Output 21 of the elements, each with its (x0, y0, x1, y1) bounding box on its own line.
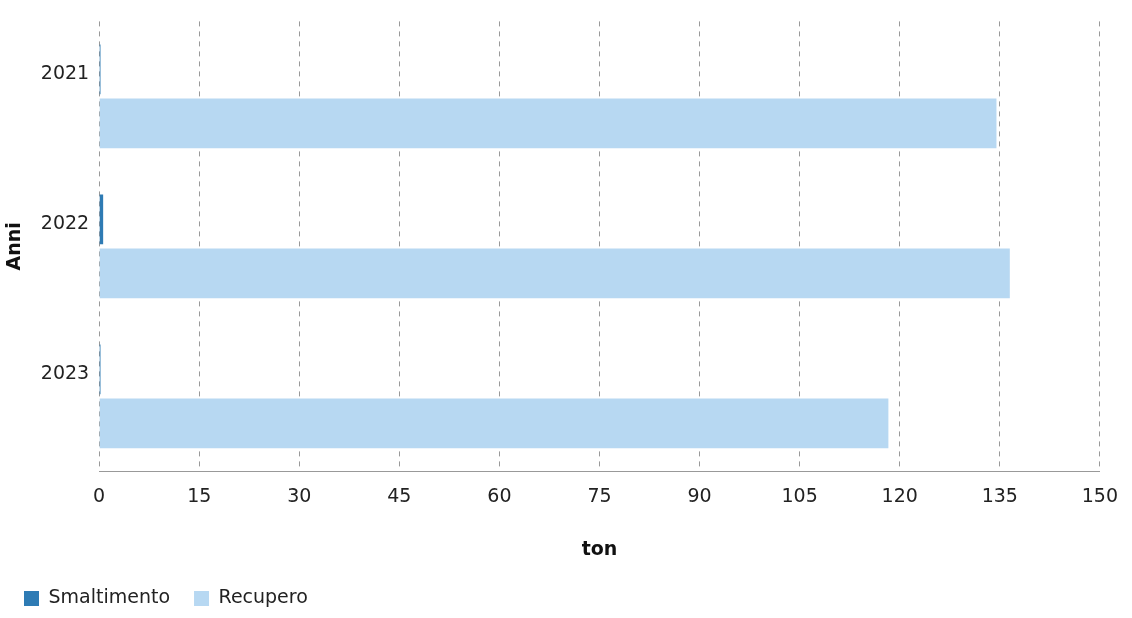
y-tick-label: 2021 (40, 61, 90, 84)
x-tick-label: 75 (587, 483, 612, 506)
x-tick-label: 90 (687, 483, 712, 506)
x-tick-label: 0 (93, 483, 106, 506)
x-tick-label: 120 (881, 483, 918, 506)
x-tick-label: 15 (187, 483, 212, 506)
bar (99, 98, 997, 149)
legend-label: Recupero (218, 585, 308, 608)
x-tick-label: 45 (387, 483, 412, 506)
y-tick-label: 2022 (40, 211, 90, 234)
x-tick-label: 30 (287, 483, 312, 506)
bar (99, 248, 1010, 299)
legend-label: Smaltimento (48, 585, 171, 608)
x-tick-label: 105 (781, 483, 818, 506)
x-tick-label: 150 (1081, 483, 1118, 506)
x-tick-label: 60 (487, 483, 512, 506)
x-axis-title: ton (581, 536, 618, 559)
bar (99, 398, 889, 449)
y-tick-label: 2023 (40, 361, 90, 384)
y-axis-title: Anni (2, 222, 25, 271)
x-tick-label: 135 (981, 483, 1018, 506)
